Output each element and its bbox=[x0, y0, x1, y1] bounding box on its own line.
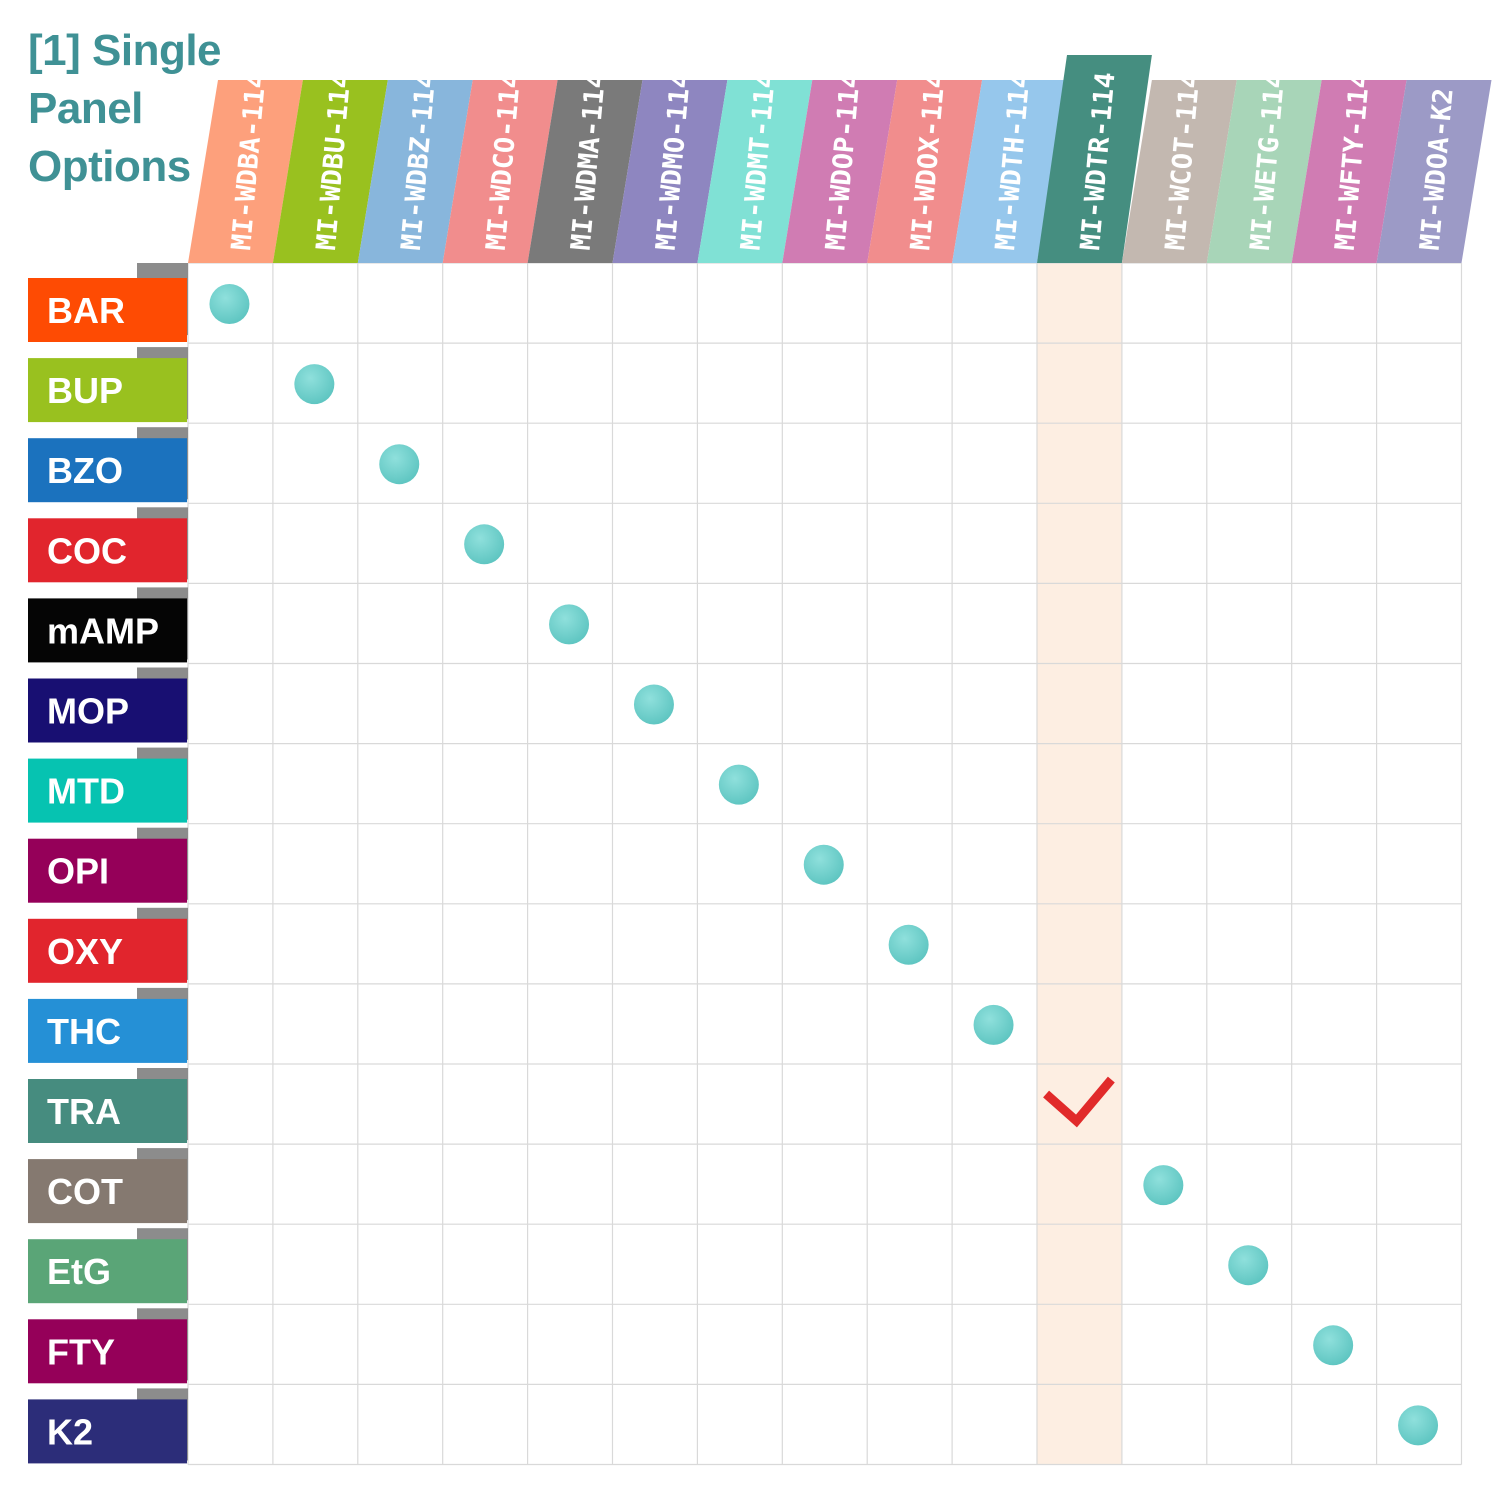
column-header bbox=[272, 80, 388, 263]
row-tab bbox=[28, 278, 187, 342]
match-dot bbox=[888, 924, 929, 965]
match-dot bbox=[1228, 1245, 1269, 1286]
row-label: COC bbox=[47, 530, 127, 571]
row-label: BZO bbox=[47, 450, 123, 491]
row-tab bbox=[28, 518, 187, 583]
title-line-2: Panel bbox=[28, 84, 143, 133]
row-label: OXY bbox=[47, 931, 123, 972]
row-tab bbox=[28, 358, 187, 423]
match-dot bbox=[718, 764, 759, 805]
column-header bbox=[442, 80, 558, 263]
row-tab bbox=[28, 598, 187, 663]
match-dot bbox=[294, 364, 335, 405]
row-label: BUP bbox=[47, 370, 123, 411]
match-dot bbox=[464, 524, 505, 565]
match-dot bbox=[973, 1004, 1014, 1045]
column-header bbox=[1121, 80, 1237, 263]
row-tab bbox=[28, 758, 187, 823]
column-header bbox=[612, 80, 728, 263]
column-header bbox=[697, 80, 813, 263]
match-dot bbox=[1313, 1325, 1354, 1366]
row-tab bbox=[28, 1399, 187, 1464]
title-line-1: [1] Single bbox=[28, 26, 222, 75]
row-label: EtG bbox=[47, 1251, 111, 1292]
row-tab bbox=[28, 1319, 187, 1384]
row-label: MOP bbox=[47, 691, 129, 732]
chart-title: [1] Single Panel Options bbox=[28, 22, 228, 196]
checkmark-icon bbox=[1043, 1076, 1115, 1128]
title-line-3: Options bbox=[28, 142, 191, 191]
match-dot bbox=[549, 604, 590, 645]
column-header bbox=[188, 80, 303, 263]
column-header bbox=[867, 80, 983, 263]
column-header bbox=[1291, 80, 1407, 263]
match-dot bbox=[1143, 1165, 1184, 1206]
column-header bbox=[1206, 80, 1322, 263]
match-dot bbox=[379, 444, 420, 485]
column-header bbox=[1376, 80, 1492, 263]
row-label: BAR bbox=[47, 290, 125, 331]
row-tab bbox=[28, 678, 187, 743]
row-tab bbox=[28, 1239, 187, 1304]
column-header bbox=[952, 80, 1067, 263]
row-label: mAMP bbox=[47, 610, 159, 651]
row-tab bbox=[28, 438, 187, 503]
column-header bbox=[527, 80, 643, 263]
column-header bbox=[357, 80, 473, 263]
match-dot bbox=[1398, 1405, 1439, 1446]
row-label: THC bbox=[47, 1011, 121, 1052]
row-tab bbox=[28, 1159, 187, 1224]
match-dot bbox=[633, 684, 674, 725]
row-label: COT bbox=[47, 1171, 123, 1212]
row-label: K2 bbox=[47, 1411, 93, 1452]
column-header bbox=[1037, 55, 1152, 263]
highlight-band bbox=[1037, 263, 1122, 1465]
row-tab bbox=[28, 1079, 187, 1143]
row-tab bbox=[28, 838, 187, 903]
row-label: OPI bbox=[47, 851, 109, 892]
match-dot bbox=[803, 844, 844, 885]
row-label: TRA bbox=[47, 1091, 121, 1132]
row-label: MTD bbox=[47, 771, 125, 812]
column-header bbox=[782, 80, 898, 263]
row-tab bbox=[28, 918, 187, 983]
row-label: FTY bbox=[47, 1331, 115, 1372]
match-dot bbox=[209, 284, 250, 324]
row-tab bbox=[28, 998, 187, 1063]
